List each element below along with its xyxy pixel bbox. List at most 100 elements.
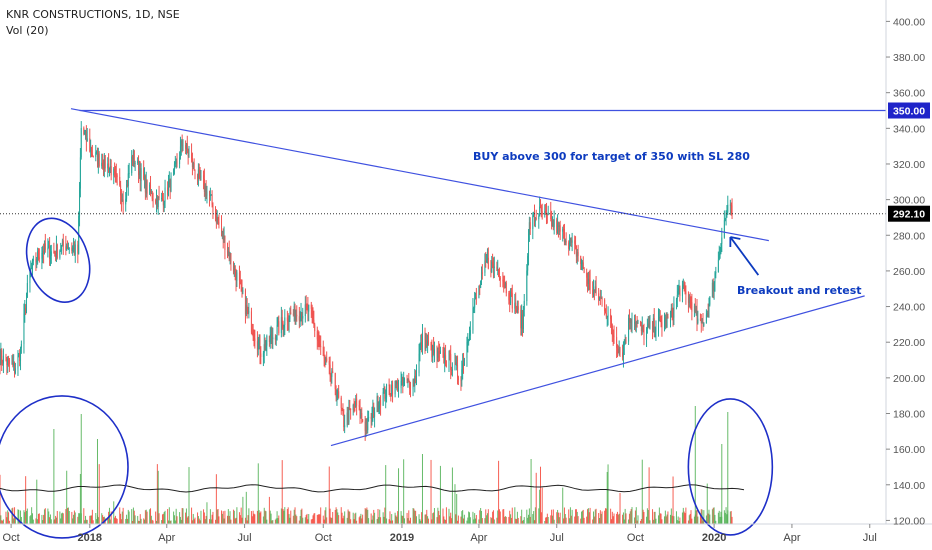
volume-bar [619,492,621,524]
candle-body [151,191,153,199]
volume-bar [323,519,325,524]
candle-body [492,261,494,264]
candle-body [138,171,140,176]
volume-bar [616,513,618,524]
candle-body [619,348,621,353]
candle-body [180,140,182,147]
volume-bar [373,509,375,524]
candle-body [617,349,619,354]
volume-bar [582,509,584,524]
y-tick-label: 180.00 [893,408,925,420]
volume-bar [241,517,243,524]
volume-bar [406,512,408,524]
candle-body [389,386,391,394]
candle-body [684,287,686,292]
candle-body [168,179,170,185]
volume-bar [350,519,352,524]
volume-bar [463,518,465,524]
candle-body [120,195,122,202]
candle-body [647,323,649,327]
volume-bar [486,513,488,524]
volume-bar [559,512,561,524]
volume-bar [678,520,680,524]
volume-bar [43,509,45,524]
volume-bar [581,510,583,524]
candle-body [134,163,136,165]
volume-bar [693,516,695,524]
volume-bar [557,512,559,524]
candle-body [622,352,624,358]
candle-body [216,217,218,223]
candle-body [77,244,79,254]
candle-body [365,426,367,431]
volume-bar [185,508,187,524]
volume-bar [83,508,85,524]
volume-bar [209,519,211,524]
volume-bar [91,515,93,524]
candle-body [625,339,627,342]
candle-body [469,335,471,340]
candle-body [498,269,500,277]
candle-body [318,341,320,345]
candle-body [322,346,324,356]
volume-bar [145,509,147,524]
candle-body [527,256,529,271]
volume-bar [250,511,252,524]
volume-bar [661,519,663,524]
candle-body [192,162,194,167]
volume-bar [547,516,549,524]
candle-body [720,243,722,254]
candle-body [516,311,518,313]
volume-bar [688,515,690,524]
volume-bar [562,487,564,524]
candle-body [364,421,366,431]
volume-bar [30,515,32,524]
y-tick-label: 320.00 [893,159,925,171]
volume-bar [593,516,595,524]
candle-body [79,157,81,189]
volume-bar [637,515,639,524]
volume-bar [366,507,368,524]
volume-bar [424,514,426,524]
volume-bar [712,507,714,524]
candle-body [186,143,188,151]
candle-body [224,235,226,250]
volume-bar [244,517,246,524]
y-tick-label: 120.00 [893,515,925,527]
candle-body [179,157,181,164]
volume-bar [534,507,536,524]
volume-bar [275,518,277,524]
candle-body [169,179,171,192]
candle-body [403,382,405,384]
candle-body [301,313,303,319]
volume-bar [551,509,553,524]
volume-bar [251,516,253,524]
candle-body [323,355,325,359]
candle-body [504,282,506,288]
candle-body [575,243,577,246]
candle-body [547,212,549,216]
volume-bar [492,511,494,524]
volume-bar [433,508,435,524]
volume-bar [230,519,232,524]
volume-bar [24,512,26,524]
volume-bar [552,509,554,524]
candle-body [695,309,697,313]
candle-body [119,177,121,186]
candle-body [368,416,370,418]
candle-body [0,356,1,365]
volume-bar [301,508,303,524]
candle-body [96,151,98,153]
candle-body [86,138,88,142]
volume-bar [256,510,258,524]
candle-body [703,323,705,326]
candle-body [2,355,4,364]
volume-bar [38,513,40,524]
candle-body [397,381,399,392]
candle-body [73,247,75,255]
candle-body [391,384,393,394]
candle-body [664,321,665,328]
candle-body [157,196,159,208]
candle-body [421,332,423,348]
